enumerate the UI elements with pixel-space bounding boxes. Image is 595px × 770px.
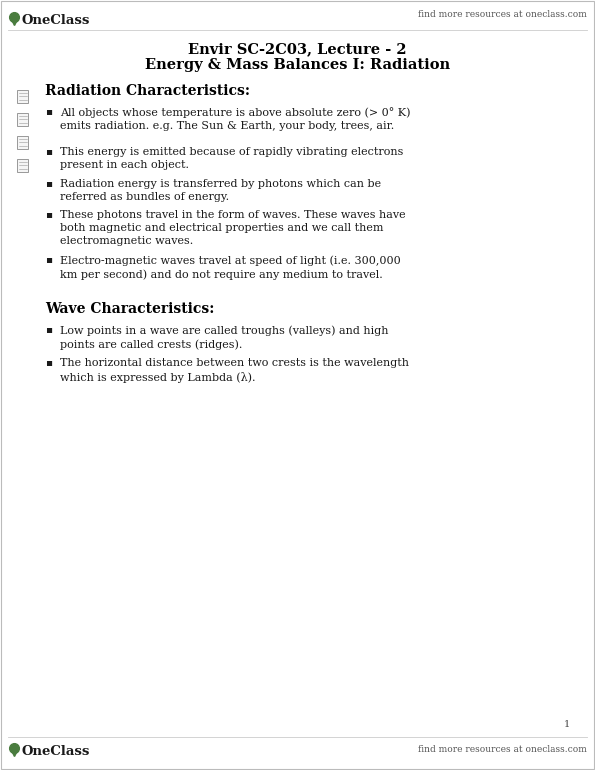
Text: Electro-magnetic waves travel at speed of light (i.e. 300,000
km per second) and: Electro-magnetic waves travel at speed o… [60,255,401,280]
Text: ▪: ▪ [45,255,52,264]
FancyBboxPatch shape [17,89,27,102]
Text: ▪: ▪ [45,147,52,156]
Text: find more resources at oneclass.com: find more resources at oneclass.com [418,10,587,19]
Text: Radiation Characteristics:: Radiation Characteristics: [45,84,250,98]
Text: 1: 1 [563,720,570,729]
FancyBboxPatch shape [17,159,27,172]
Text: Wave Characteristics:: Wave Characteristics: [45,302,214,316]
Text: OneClass: OneClass [22,14,90,27]
Text: ▪: ▪ [45,179,52,188]
Text: Radiation energy is transferred by photons which can be
referred as bundles of e: Radiation energy is transferred by photo… [60,179,381,203]
Text: ▪: ▪ [45,358,52,367]
FancyBboxPatch shape [17,112,27,126]
Text: find more resources at oneclass.com: find more resources at oneclass.com [418,745,587,754]
Text: OneClass: OneClass [22,745,90,758]
Text: ▪: ▪ [45,325,52,334]
Text: Envir SC-2C03, Lecture - 2: Envir SC-2C03, Lecture - 2 [188,42,407,56]
Text: This energy is emitted because of rapidly vibrating electrons
present in each ob: This energy is emitted because of rapidl… [60,147,403,170]
Text: These photons travel in the form of waves. These waves have
both magnetic and el: These photons travel in the form of wave… [60,210,406,246]
Text: The horizontal distance between two crests is the wavelength
which is expressed : The horizontal distance between two cres… [60,358,409,383]
FancyBboxPatch shape [17,136,27,149]
Text: Low points in a wave are called troughs (valleys) and high
points are called cre: Low points in a wave are called troughs … [60,325,389,350]
Text: Energy & Mass Balances I: Radiation: Energy & Mass Balances I: Radiation [145,58,450,72]
Text: ▪: ▪ [45,210,52,219]
Text: All objects whose temperature is above absolute zero (> 0° K)
emits radiation. e: All objects whose temperature is above a… [60,107,411,131]
Text: ▪: ▪ [45,107,52,116]
